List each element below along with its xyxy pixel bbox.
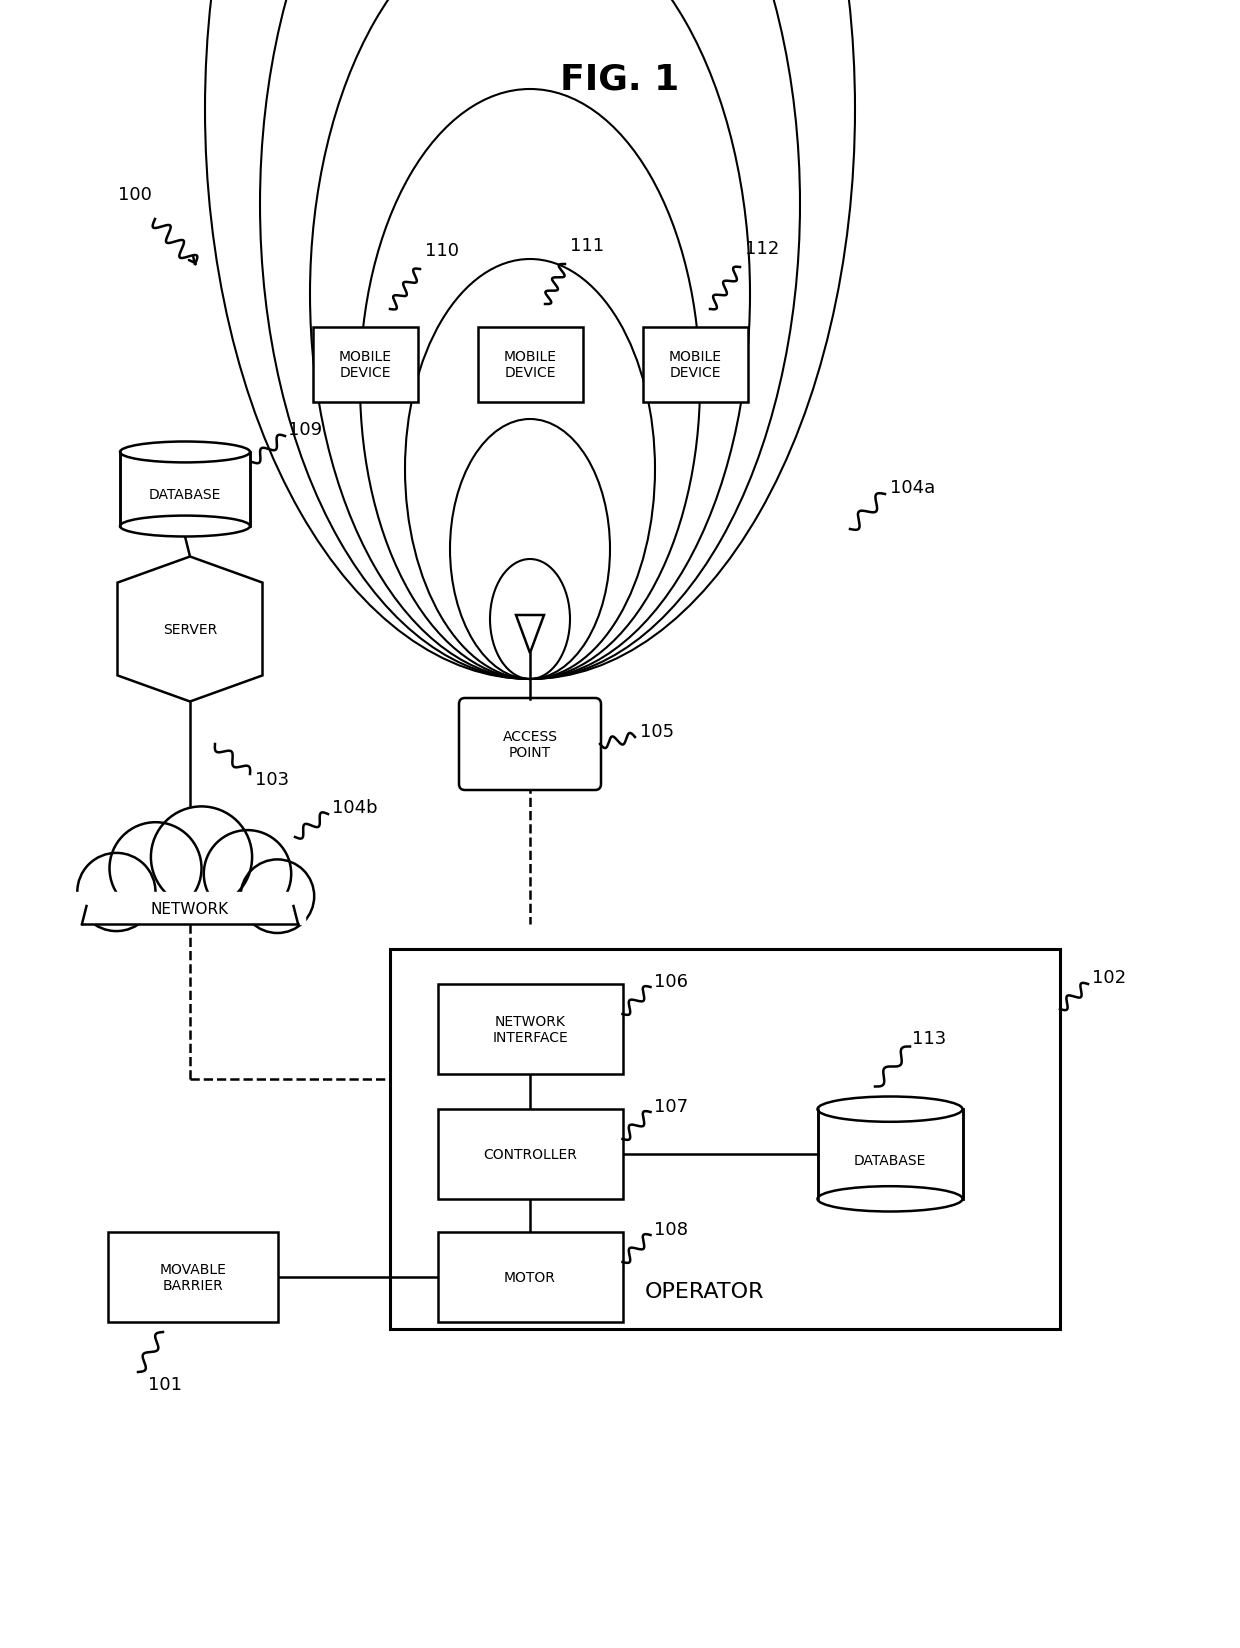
- Text: OPERATOR: OPERATOR: [645, 1280, 765, 1302]
- Circle shape: [203, 831, 291, 918]
- Text: MOTOR: MOTOR: [505, 1271, 556, 1284]
- Circle shape: [151, 808, 252, 908]
- Text: SERVER: SERVER: [162, 623, 217, 636]
- Polygon shape: [118, 557, 263, 702]
- Bar: [120, 453, 250, 527]
- Circle shape: [241, 860, 314, 933]
- Text: 110: 110: [425, 242, 459, 260]
- Bar: [477, 328, 583, 402]
- Text: 103: 103: [255, 771, 289, 788]
- FancyBboxPatch shape: [459, 699, 601, 791]
- Circle shape: [109, 822, 201, 915]
- Ellipse shape: [120, 516, 250, 537]
- Bar: [391, 949, 1060, 1330]
- Text: 105: 105: [640, 722, 675, 740]
- Text: 101: 101: [148, 1374, 182, 1393]
- Text: 102: 102: [1092, 969, 1126, 987]
- Bar: [438, 984, 622, 1074]
- Text: MOBILE
DEVICE: MOBILE DEVICE: [503, 349, 557, 381]
- Bar: [817, 1109, 962, 1200]
- Bar: [438, 1233, 622, 1322]
- Ellipse shape: [817, 1098, 962, 1122]
- Text: 106: 106: [655, 972, 688, 990]
- Text: MOBILE
DEVICE: MOBILE DEVICE: [668, 349, 722, 381]
- Text: ACCESS
POINT: ACCESS POINT: [502, 730, 558, 760]
- Text: 100: 100: [118, 186, 151, 204]
- Text: MOVABLE
BARRIER: MOVABLE BARRIER: [160, 1262, 227, 1292]
- Text: 108: 108: [655, 1220, 688, 1238]
- Bar: [108, 1233, 278, 1322]
- Bar: [438, 1109, 622, 1200]
- Ellipse shape: [120, 442, 250, 463]
- Text: 104b: 104b: [332, 799, 378, 816]
- Bar: [312, 328, 418, 402]
- Polygon shape: [516, 616, 544, 654]
- Text: NETWORK: NETWORK: [151, 901, 229, 916]
- Bar: [74, 893, 305, 925]
- Text: 112: 112: [745, 241, 779, 257]
- Text: 107: 107: [655, 1098, 688, 1116]
- Bar: [642, 328, 748, 402]
- Text: DATABASE: DATABASE: [854, 1154, 926, 1167]
- Text: NETWORK
INTERFACE: NETWORK INTERFACE: [492, 1014, 568, 1045]
- Text: 111: 111: [570, 237, 604, 255]
- Text: 109: 109: [288, 420, 322, 438]
- Text: 113: 113: [911, 1030, 946, 1048]
- Text: CONTROLLER: CONTROLLER: [484, 1147, 577, 1162]
- Text: MOBILE
DEVICE: MOBILE DEVICE: [339, 349, 392, 381]
- Text: FIG. 1: FIG. 1: [560, 63, 680, 97]
- Ellipse shape: [817, 1187, 962, 1211]
- Text: 104a: 104a: [890, 478, 935, 496]
- Circle shape: [77, 854, 155, 931]
- Text: DATABASE: DATABASE: [149, 488, 221, 501]
